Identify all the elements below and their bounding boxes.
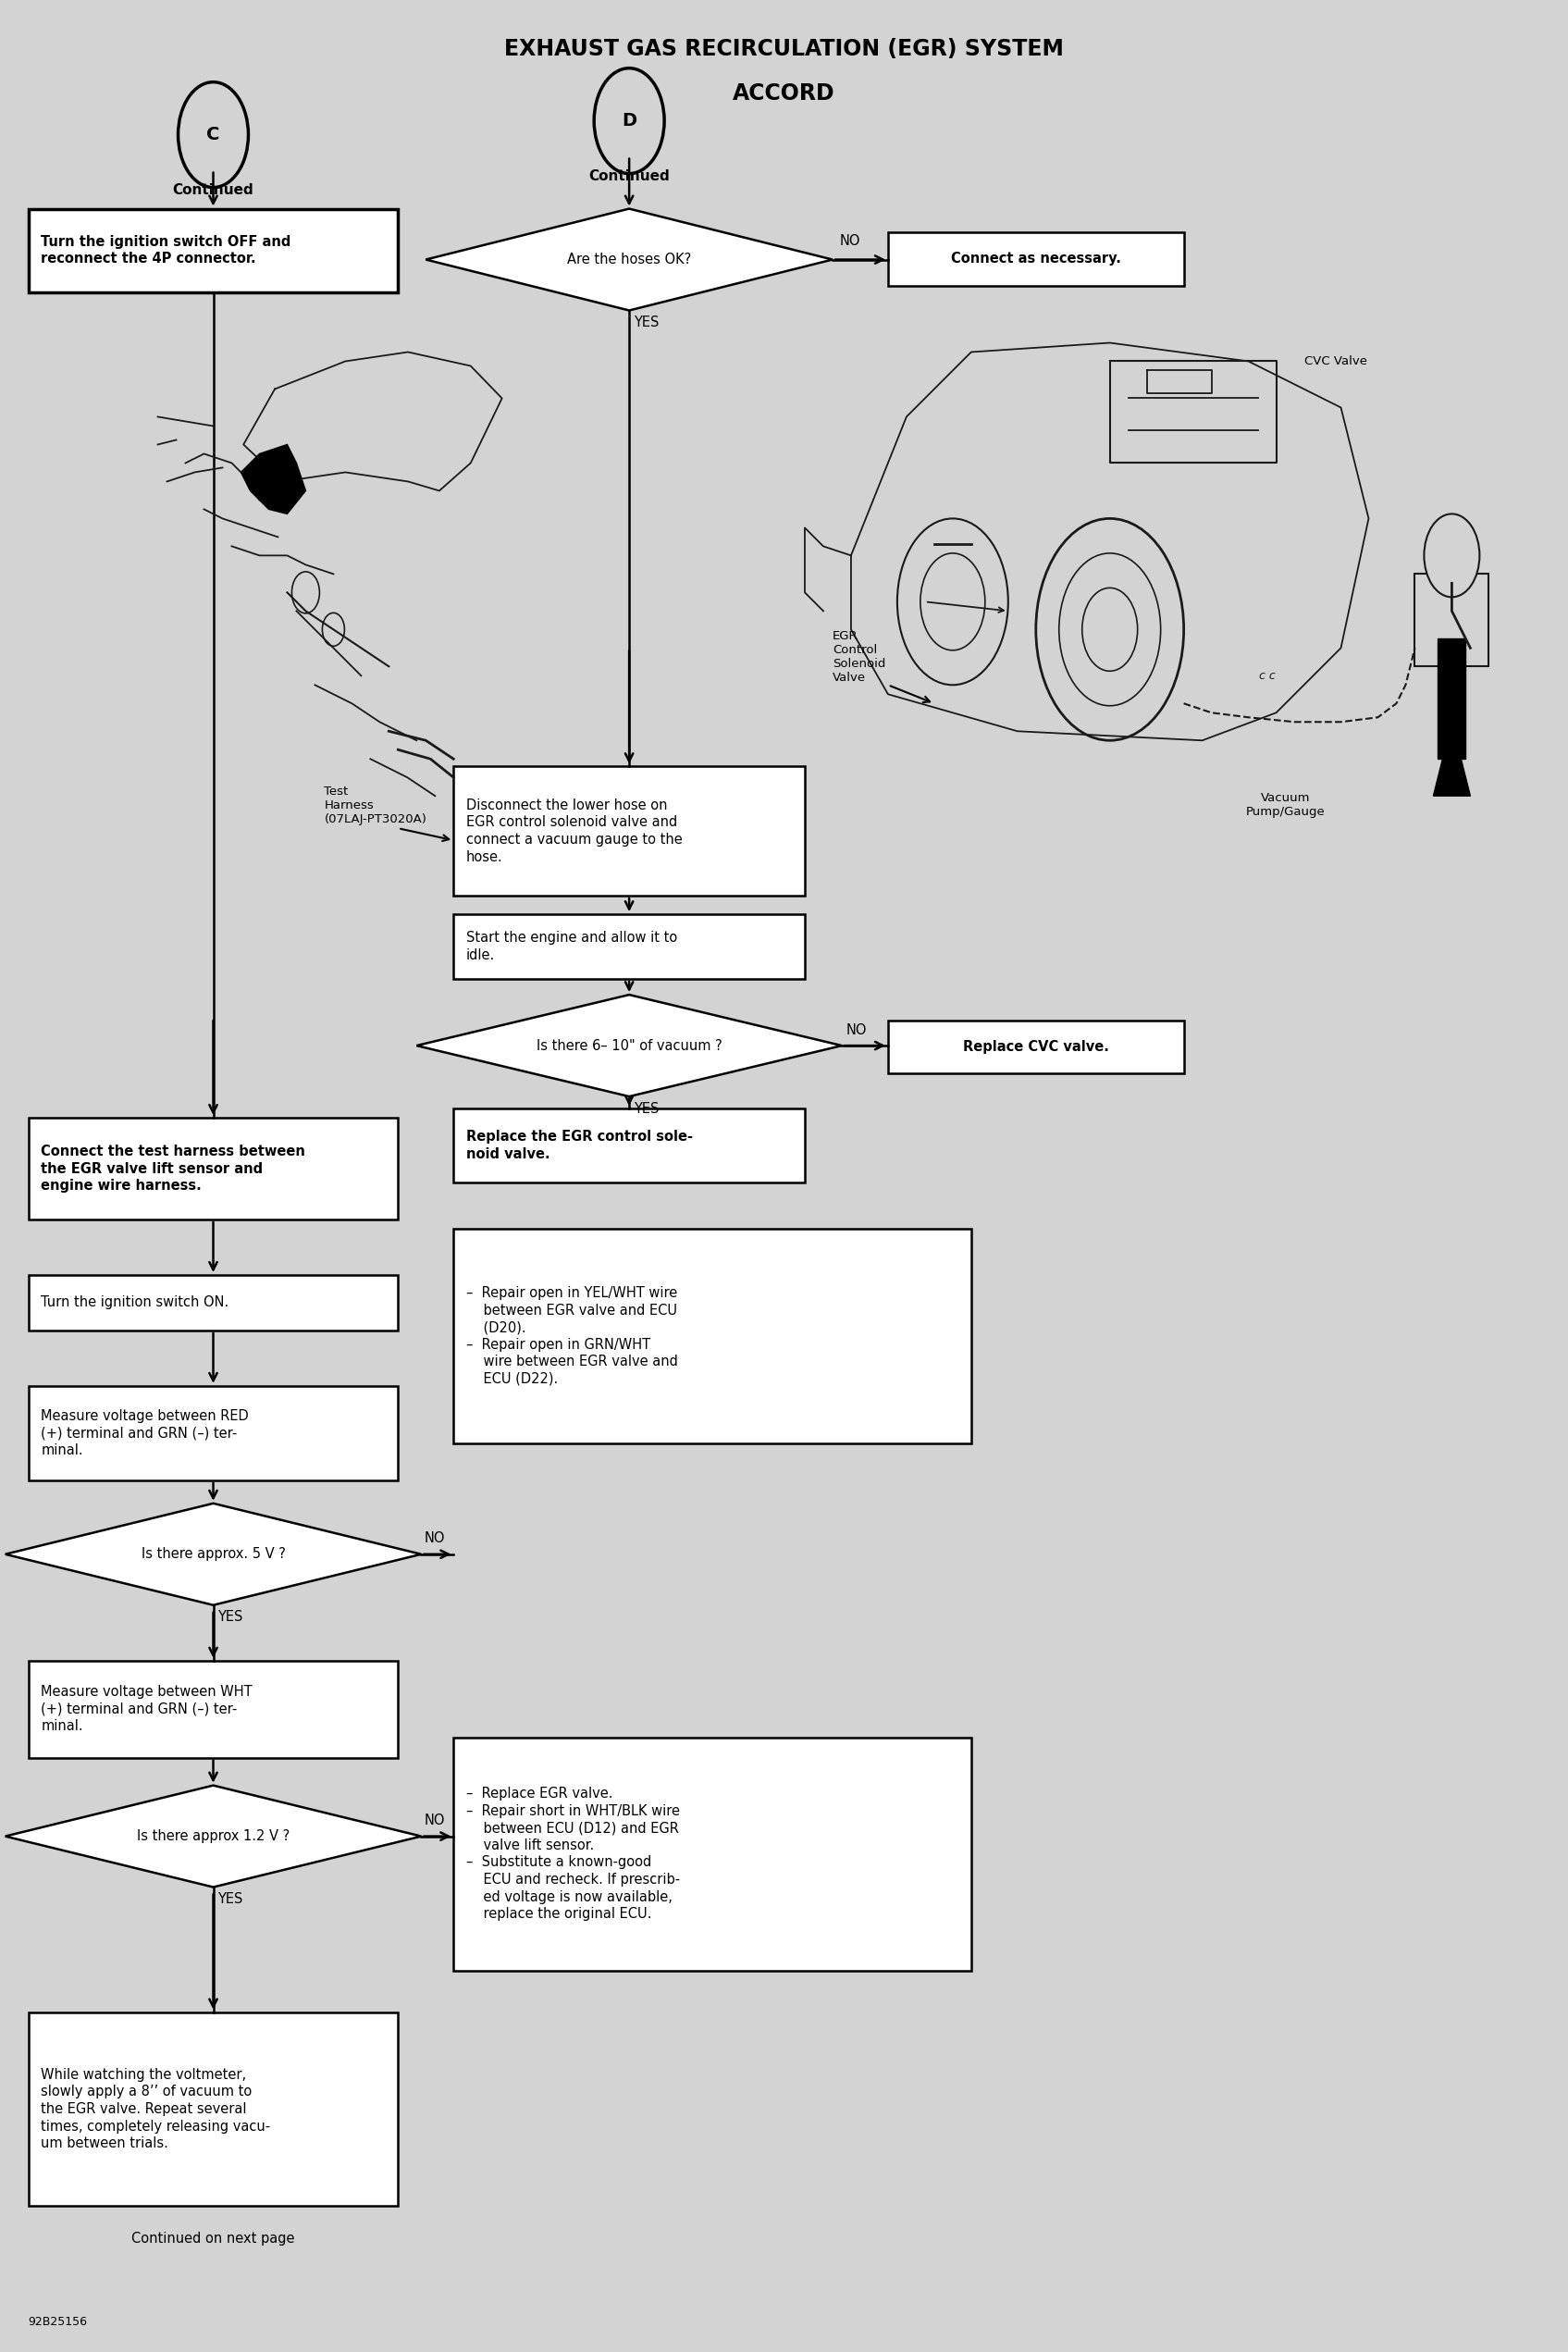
Text: –  Replace EGR valve.
–  Repair short in WHT/BLK wire
    between ECU (D12) and : – Replace EGR valve. – Repair short in W… (466, 1788, 681, 1922)
Text: Disconnect the lower hose on
EGR control solenoid valve and
connect a vacuum gau: Disconnect the lower hose on EGR control… (466, 797, 682, 863)
Polygon shape (241, 445, 306, 513)
Text: 92B25156: 92B25156 (28, 2317, 88, 2328)
FancyBboxPatch shape (453, 1228, 971, 1444)
FancyBboxPatch shape (453, 767, 804, 896)
Text: Vacuum
Pump/Gauge: Vacuum Pump/Gauge (1247, 793, 1325, 818)
Text: C: C (207, 127, 220, 143)
Text: Start the engine and allow it to
idle.: Start the engine and allow it to idle. (466, 931, 677, 962)
FancyBboxPatch shape (28, 1385, 398, 1479)
Text: c c: c c (1259, 670, 1275, 682)
FancyBboxPatch shape (28, 209, 398, 292)
Polygon shape (5, 1785, 422, 1886)
Text: Is there approx. 5 V ?: Is there approx. 5 V ? (141, 1548, 285, 1562)
Text: CVC Valve: CVC Valve (1305, 355, 1367, 367)
Text: ACCORD: ACCORD (732, 82, 836, 103)
Polygon shape (5, 1503, 422, 1604)
Text: EGR
Control
Solenoid
Valve: EGR Control Solenoid Valve (833, 630, 886, 684)
Text: YES: YES (218, 1893, 243, 1905)
Text: Test
Harness
(07LAJ-PT3020A): Test Harness (07LAJ-PT3020A) (325, 786, 426, 826)
Circle shape (179, 82, 248, 188)
Text: Measure voltage between WHT
(+) terminal and GRN (–) ter-
minal.: Measure voltage between WHT (+) terminal… (41, 1684, 252, 1733)
Circle shape (594, 68, 665, 174)
Polygon shape (417, 995, 842, 1096)
Text: Continued: Continued (172, 183, 254, 198)
Text: Continued on next page: Continued on next page (132, 2232, 295, 2246)
Text: YES: YES (633, 315, 659, 329)
Text: Replace the EGR control sole-
noid valve.: Replace the EGR control sole- noid valve… (466, 1129, 693, 1162)
FancyBboxPatch shape (28, 1117, 398, 1218)
Text: Are the hoses OK?: Are the hoses OK? (568, 252, 691, 266)
Text: –  Repair open in YEL/WHT wire
    between EGR valve and ECU
    (D20).
–  Repai: – Repair open in YEL/WHT wire between EG… (466, 1287, 677, 1385)
Text: Turn the ignition switch ON.: Turn the ignition switch ON. (41, 1296, 229, 1310)
FancyBboxPatch shape (28, 1661, 398, 1757)
Text: EXHAUST GAS RECIRCULATION (EGR) SYSTEM: EXHAUST GAS RECIRCULATION (EGR) SYSTEM (505, 38, 1063, 59)
Text: While watching the voltmeter,
slowly apply a 8’’ of vacuum to
the EGR valve. Rep: While watching the voltmeter, slowly app… (41, 2067, 270, 2150)
Text: Measure voltage between RED
(+) terminal and GRN (–) ter-
minal.: Measure voltage between RED (+) terminal… (41, 1409, 249, 1458)
FancyBboxPatch shape (28, 2011, 398, 2206)
FancyBboxPatch shape (453, 915, 804, 978)
Text: Connect the test harness between
the EGR valve lift sensor and
engine wire harne: Connect the test harness between the EGR… (41, 1145, 306, 1192)
Text: NO: NO (847, 1023, 867, 1037)
Text: Replace CVC valve.: Replace CVC valve. (963, 1040, 1109, 1054)
Polygon shape (426, 209, 833, 310)
Polygon shape (1438, 640, 1466, 760)
Bar (1414, 574, 1488, 666)
Text: Is there 6– 10" of vacuum ?: Is there 6– 10" of vacuum ? (536, 1040, 721, 1054)
Text: YES: YES (633, 1101, 659, 1115)
Text: NO: NO (840, 235, 861, 247)
FancyBboxPatch shape (28, 1275, 398, 1331)
Text: NO: NO (423, 1813, 445, 1828)
Text: Is there approx 1.2 V ?: Is there approx 1.2 V ? (136, 1830, 290, 1844)
Text: Connect as necessary.: Connect as necessary. (950, 252, 1121, 266)
Text: D: D (622, 113, 637, 129)
Text: Continued: Continued (588, 169, 670, 183)
FancyBboxPatch shape (453, 1108, 804, 1183)
FancyBboxPatch shape (887, 1021, 1184, 1073)
Polygon shape (1433, 760, 1471, 795)
Text: Turn the ignition switch OFF and
reconnect the 4P connector.: Turn the ignition switch OFF and reconne… (41, 235, 292, 266)
Text: NO: NO (423, 1531, 445, 1545)
FancyBboxPatch shape (887, 233, 1184, 285)
FancyBboxPatch shape (453, 1738, 971, 1971)
Text: YES: YES (218, 1611, 243, 1623)
Circle shape (1424, 513, 1480, 597)
